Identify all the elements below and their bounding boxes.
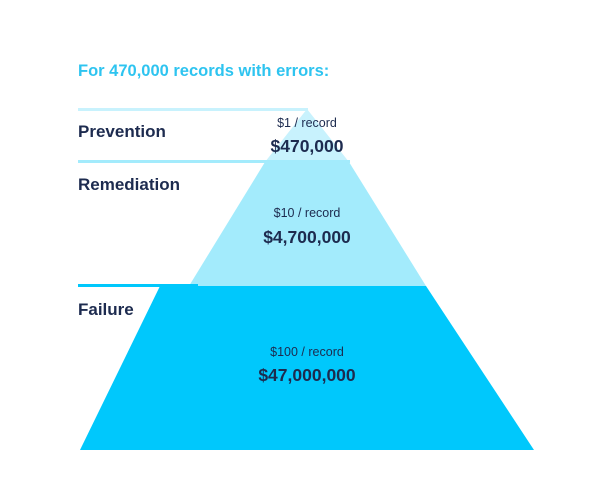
tier-label-remediation: Remediation bbox=[78, 175, 181, 194]
remediation-tier bbox=[189, 162, 426, 286]
tier-total-failure: $47,000,000 bbox=[258, 365, 356, 385]
prevention-top-line bbox=[78, 108, 308, 111]
tier-rate-prevention: $1 / record bbox=[277, 116, 337, 130]
prevention-bottom-line bbox=[78, 160, 350, 163]
tier-total-remediation: $4,700,000 bbox=[263, 227, 351, 247]
tier-total-prevention: $470,000 bbox=[270, 136, 344, 156]
diagram-title: For 470,000 records with errors: bbox=[78, 62, 330, 80]
tier-rate-failure: $100 / record bbox=[270, 345, 344, 359]
tier-label-failure: Failure bbox=[78, 300, 134, 319]
prevention-tier bbox=[265, 109, 349, 162]
tier-label-prevention: Prevention bbox=[78, 122, 166, 141]
failure-tier bbox=[80, 286, 534, 450]
failure-top-line bbox=[78, 284, 198, 287]
tier-rate-remediation: $10 / record bbox=[273, 206, 341, 220]
